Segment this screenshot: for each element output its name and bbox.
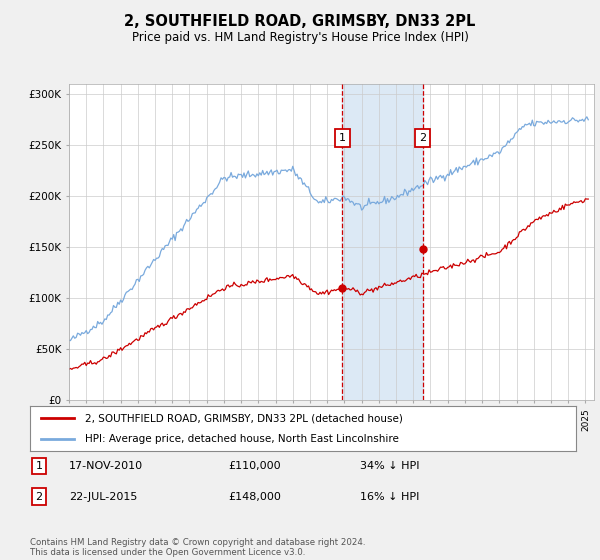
Text: HPI: Average price, detached house, North East Lincolnshire: HPI: Average price, detached house, Nort… (85, 433, 398, 444)
Text: £148,000: £148,000 (228, 492, 281, 502)
Text: 17-NOV-2010: 17-NOV-2010 (69, 461, 143, 471)
Text: 2: 2 (35, 492, 43, 502)
Text: 22-JUL-2015: 22-JUL-2015 (69, 492, 137, 502)
Text: £110,000: £110,000 (228, 461, 281, 471)
Text: 2, SOUTHFIELD ROAD, GRIMSBY, DN33 2PL: 2, SOUTHFIELD ROAD, GRIMSBY, DN33 2PL (124, 14, 476, 29)
Text: Contains HM Land Registry data © Crown copyright and database right 2024.
This d: Contains HM Land Registry data © Crown c… (30, 538, 365, 557)
Bar (343, 84, 423, 400)
Text: 16% ↓ HPI: 16% ↓ HPI (360, 492, 419, 502)
Text: Price paid vs. HM Land Registry's House Price Index (HPI): Price paid vs. HM Land Registry's House … (131, 31, 469, 44)
Text: 2, SOUTHFIELD ROAD, GRIMSBY, DN33 2PL (detached house): 2, SOUTHFIELD ROAD, GRIMSBY, DN33 2PL (d… (85, 413, 403, 423)
Text: 1: 1 (339, 133, 346, 143)
Text: 1: 1 (35, 461, 43, 471)
Text: 2: 2 (419, 133, 426, 143)
Text: 34% ↓ HPI: 34% ↓ HPI (360, 461, 419, 471)
